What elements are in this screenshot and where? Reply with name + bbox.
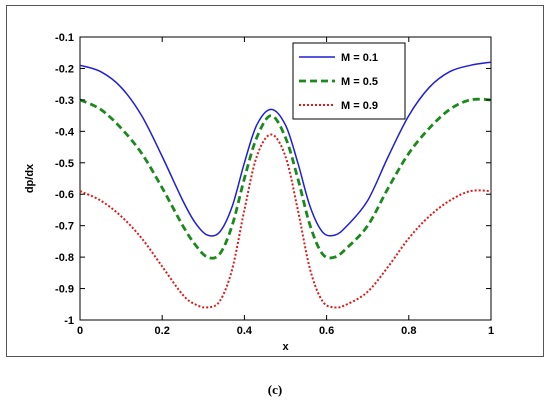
x-tick-label: 0.4 <box>237 325 253 337</box>
legend: M = 0.1 M = 0.5 M = 0.9 <box>292 42 406 120</box>
figure-caption: (c) <box>267 382 283 397</box>
y-axis-label: dp/dx <box>24 163 36 193</box>
y-tick-label: -0.5 <box>55 158 74 170</box>
y-tick-label: -0.8 <box>55 252 74 264</box>
plot-border <box>79 36 492 321</box>
y-tick-label: -0.6 <box>55 189 74 201</box>
series-line-1 <box>79 61 492 237</box>
x-tick-label: 0.6 <box>319 325 334 337</box>
y-tick-label: -0.3 <box>55 95 74 107</box>
legend-label-1: M = 0.1 <box>341 52 378 64</box>
y-tick-label: -0.2 <box>55 63 74 75</box>
y-tick-label: -0.4 <box>55 126 75 138</box>
x-tick-label: 0.2 <box>155 325 170 337</box>
x-tick-label: 1 <box>488 325 494 337</box>
legend-label-2: M = 0.5 <box>341 76 378 88</box>
axis-ticks: 0 0.2 0.4 0.6 0.8 1 -0.1 -0.2 -0.3 -0.4 -0.5 -0.6 -0… <box>55 32 494 337</box>
y-tick-label: -0.9 <box>55 284 74 296</box>
series-lines <box>79 61 492 309</box>
series-line-3 <box>79 133 492 309</box>
line-chart: 0 0.2 0.4 0.6 0.8 1 -0.1 -0.2 -0.3 -0.4 -0.5 -0.6 -0… <box>24 32 494 353</box>
series-line-2 <box>79 97 492 260</box>
plot-area <box>79 36 492 321</box>
x-axis-label: x <box>282 341 289 353</box>
legend-label-3: M = 0.9 <box>341 100 378 112</box>
x-tick-label: 0.8 <box>401 325 416 337</box>
y-tick-label: -0.1 <box>55 32 74 44</box>
x-tick-label: 0 <box>77 325 83 337</box>
y-tick-label: -1 <box>64 315 74 327</box>
y-tick-label: -0.7 <box>55 221 74 233</box>
chart-frame: 0 0.2 0.4 0.6 0.8 1 -0.1 -0.2 -0.3 -0.4 -0.5 -0.6 -0… <box>6 5 544 357</box>
